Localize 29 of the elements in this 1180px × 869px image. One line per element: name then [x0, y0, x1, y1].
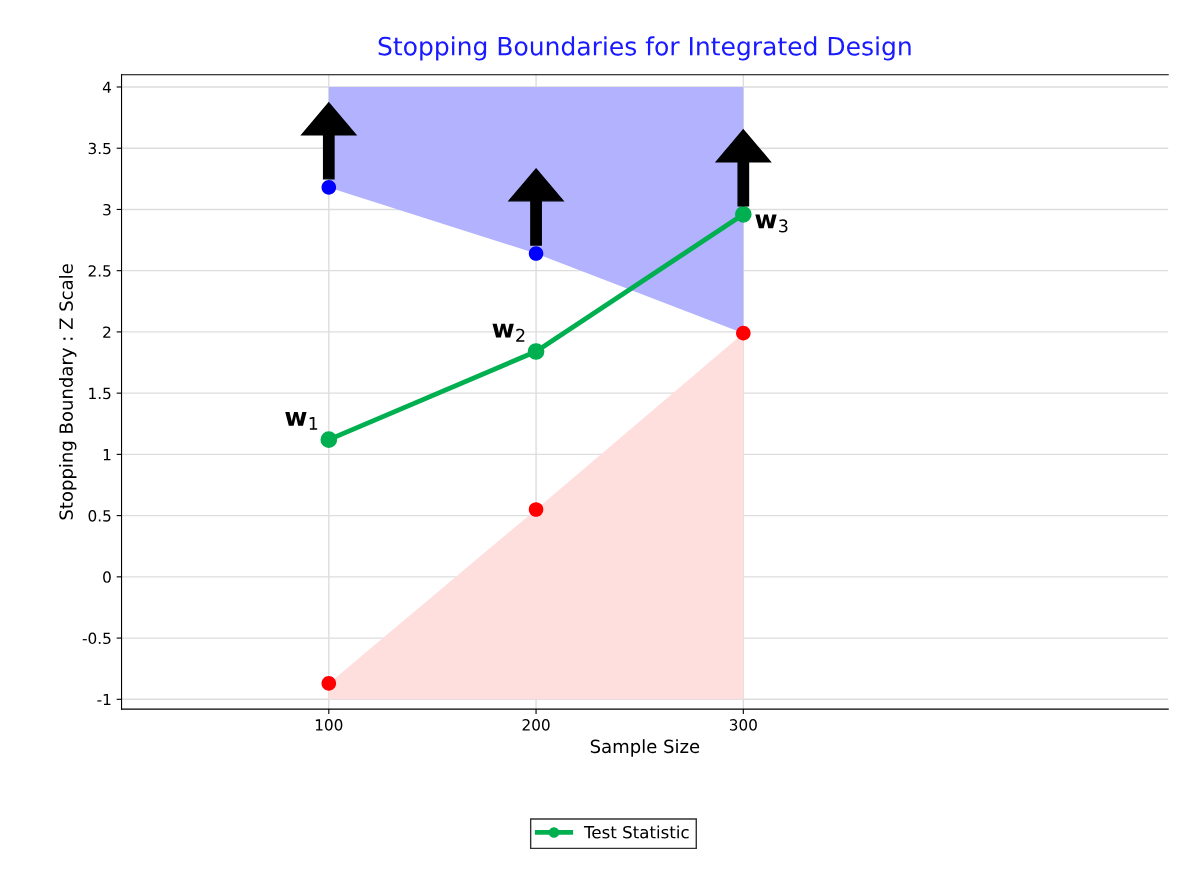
- point: [320, 431, 338, 449]
- point: [321, 676, 337, 691]
- point: [736, 325, 751, 341]
- annotation: w$_{1}$: [285, 412, 318, 430]
- y-tick-label: -1: [97, 693, 111, 706]
- annotation: w$_{3}$: [755, 214, 788, 233]
- point: [734, 206, 752, 223]
- y-tick-label: 3: [103, 203, 111, 216]
- x-axis-title: Sample Size: [590, 739, 700, 757]
- y-tick-label: 1: [103, 449, 111, 461]
- y-tick-label: 3.5: [88, 142, 111, 155]
- point: [528, 502, 544, 517]
- y-tick-label: 2.5: [88, 265, 111, 277]
- annotation: w$_{2}$: [492, 323, 525, 342]
- y-tick-label: 1.5: [89, 387, 111, 400]
- y-tick-label: 0.5: [88, 510, 111, 522]
- point: [528, 246, 544, 261]
- x-tick-label: 300: [729, 719, 757, 731]
- x-tick-label: 100: [315, 719, 343, 731]
- x-tick-label: 200: [522, 719, 550, 731]
- y-axis-title: Stopping Boundary : Z Scale: [58, 264, 77, 520]
- legend-label: Test Statistic: [583, 825, 689, 839]
- y-tick-label: 2: [103, 326, 111, 338]
- point: [321, 180, 337, 195]
- y-tick-label: 4: [102, 81, 111, 93]
- y-tick-label: 0: [103, 571, 111, 583]
- chart-title: Stopping Boundaries for Integrated Design: [378, 36, 911, 61]
- y-tick-label: -0.5: [82, 632, 111, 645]
- point: [527, 343, 545, 360]
